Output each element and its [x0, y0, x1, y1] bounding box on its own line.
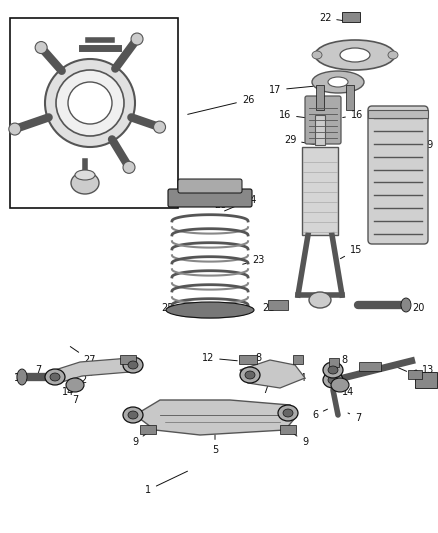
Text: 7: 7: [255, 380, 268, 395]
Ellipse shape: [131, 33, 143, 45]
FancyBboxPatch shape: [368, 106, 428, 244]
Text: 29: 29: [284, 135, 314, 145]
Bar: [346, 85, 354, 110]
Text: 17: 17: [269, 85, 313, 95]
Bar: [268, 300, 288, 310]
Text: 11: 11: [414, 380, 426, 390]
Bar: [140, 425, 156, 434]
Bar: [315, 115, 325, 145]
Ellipse shape: [312, 51, 322, 59]
Ellipse shape: [331, 378, 349, 392]
FancyBboxPatch shape: [305, 96, 341, 144]
Text: 7: 7: [348, 413, 361, 423]
Ellipse shape: [315, 40, 395, 70]
Text: 7: 7: [35, 365, 53, 376]
Text: 14: 14: [62, 387, 74, 397]
Ellipse shape: [166, 302, 254, 318]
Ellipse shape: [340, 48, 370, 62]
Bar: [342, 12, 360, 22]
Ellipse shape: [154, 121, 166, 133]
Ellipse shape: [309, 292, 331, 308]
Text: 20: 20: [403, 303, 424, 313]
Ellipse shape: [240, 367, 260, 383]
Text: 11: 11: [104, 365, 125, 375]
Text: 10: 10: [14, 373, 26, 383]
Bar: [10, 18, 178, 208]
Text: 15: 15: [340, 245, 362, 259]
Bar: [415, 372, 437, 388]
Ellipse shape: [328, 366, 338, 374]
Ellipse shape: [123, 407, 143, 423]
Text: 9: 9: [132, 433, 148, 447]
Ellipse shape: [123, 161, 135, 173]
Ellipse shape: [17, 369, 27, 385]
Text: 28: 28: [199, 200, 226, 210]
Ellipse shape: [323, 372, 343, 388]
Ellipse shape: [328, 77, 348, 87]
Bar: [280, 425, 296, 434]
Text: 16: 16: [343, 110, 363, 120]
Bar: [368, 110, 428, 118]
Ellipse shape: [323, 362, 343, 378]
Text: 13: 13: [416, 365, 434, 375]
FancyBboxPatch shape: [178, 179, 242, 193]
Text: 9: 9: [292, 433, 308, 447]
Text: 8: 8: [250, 353, 261, 363]
FancyBboxPatch shape: [168, 189, 252, 207]
Ellipse shape: [312, 71, 364, 93]
Ellipse shape: [328, 376, 338, 384]
Text: 19: 19: [421, 140, 434, 172]
Text: 4: 4: [288, 373, 306, 383]
Ellipse shape: [45, 59, 135, 147]
Ellipse shape: [388, 51, 398, 59]
Ellipse shape: [75, 170, 95, 180]
Ellipse shape: [35, 42, 47, 53]
Ellipse shape: [401, 298, 411, 312]
Ellipse shape: [56, 70, 124, 136]
Text: 3: 3: [395, 366, 418, 380]
Bar: [293, 355, 303, 364]
Text: 16: 16: [279, 110, 305, 120]
Text: 7: 7: [72, 390, 79, 405]
Text: 2: 2: [80, 372, 98, 385]
Bar: [185, 184, 207, 200]
Ellipse shape: [128, 361, 138, 369]
Text: 18: 18: [379, 55, 391, 65]
Text: 1: 1: [145, 471, 187, 495]
Text: 8: 8: [336, 355, 347, 365]
Text: 25: 25: [162, 303, 185, 313]
Polygon shape: [55, 358, 130, 384]
Ellipse shape: [71, 172, 99, 194]
Bar: [302, 147, 338, 235]
Text: 22: 22: [319, 13, 350, 23]
Ellipse shape: [45, 369, 65, 385]
Text: 24: 24: [225, 195, 256, 211]
Text: 21: 21: [262, 303, 274, 313]
Bar: [329, 358, 339, 367]
Bar: [239, 355, 257, 364]
Ellipse shape: [123, 357, 143, 373]
Text: 5: 5: [212, 435, 218, 455]
Ellipse shape: [68, 82, 112, 124]
Text: 27: 27: [70, 346, 96, 365]
Ellipse shape: [50, 373, 60, 381]
Text: 14: 14: [342, 387, 354, 397]
Ellipse shape: [9, 123, 21, 135]
Ellipse shape: [283, 409, 293, 417]
Ellipse shape: [128, 411, 138, 419]
Bar: [359, 362, 381, 371]
Text: 23: 23: [243, 255, 264, 265]
Ellipse shape: [66, 378, 84, 392]
Ellipse shape: [278, 405, 298, 421]
Polygon shape: [135, 400, 295, 435]
Ellipse shape: [245, 371, 255, 379]
Text: 6: 6: [312, 409, 328, 420]
Bar: [408, 370, 422, 379]
Bar: [120, 355, 136, 364]
Text: 26: 26: [188, 95, 254, 115]
Text: 12: 12: [202, 353, 237, 363]
Polygon shape: [240, 360, 305, 388]
Bar: [316, 85, 324, 110]
